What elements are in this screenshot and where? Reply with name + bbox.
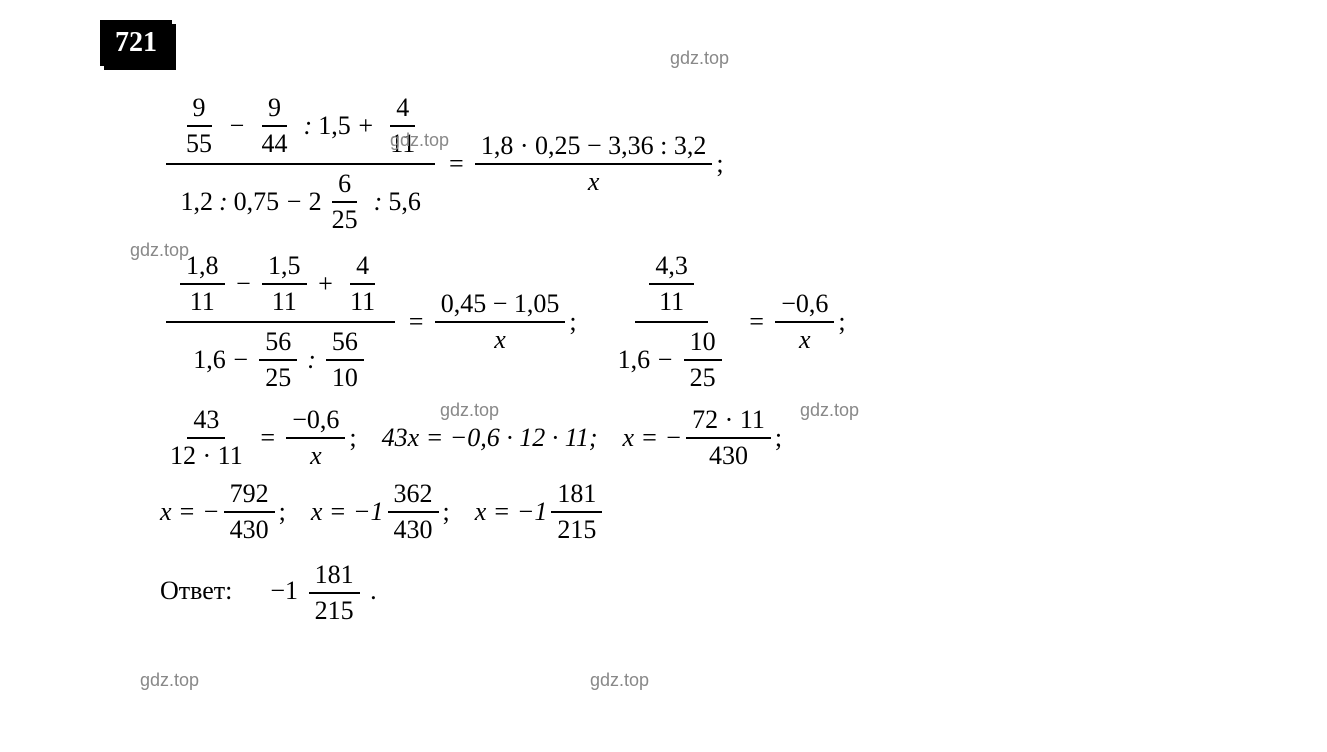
watermark: gdz.top xyxy=(800,400,859,421)
watermark: gdz.top xyxy=(130,240,189,261)
equation-line-1: 955 − 944 :1,5 + 411 1,2:0,75 − 2 625 :5… xyxy=(160,89,1227,239)
equation-line-2: 1,811 − 1,511 + 411 1,6− 5625 : 5610 = 0… xyxy=(160,247,1227,397)
watermark: gdz.top xyxy=(140,670,199,691)
watermark: gdz.top xyxy=(390,130,449,151)
watermark: gdz.top xyxy=(440,400,499,421)
answer-line: Ответ: −1 181 215 . xyxy=(160,560,1227,626)
watermark: gdz.top xyxy=(670,48,729,69)
equation-line-4: x = − 792430 ; x = −1 362430 ; x = −1 18… xyxy=(160,479,1227,545)
rhs-frac: 1,8 · 0,25 − 3,36 : 3,2 x xyxy=(475,131,713,197)
equation-line-3: 4312 · 11 = −0,6x ; 43x = −0,6 · 12 · 11… xyxy=(160,405,1227,471)
lhs-bigfrac: 955 − 944 :1,5 + 411 1,2:0,75 − 2 625 :5… xyxy=(166,89,435,239)
watermark: gdz.top xyxy=(590,670,649,691)
problem-number: 721 xyxy=(100,20,172,66)
answer-label-text: Ответ: xyxy=(160,576,232,605)
